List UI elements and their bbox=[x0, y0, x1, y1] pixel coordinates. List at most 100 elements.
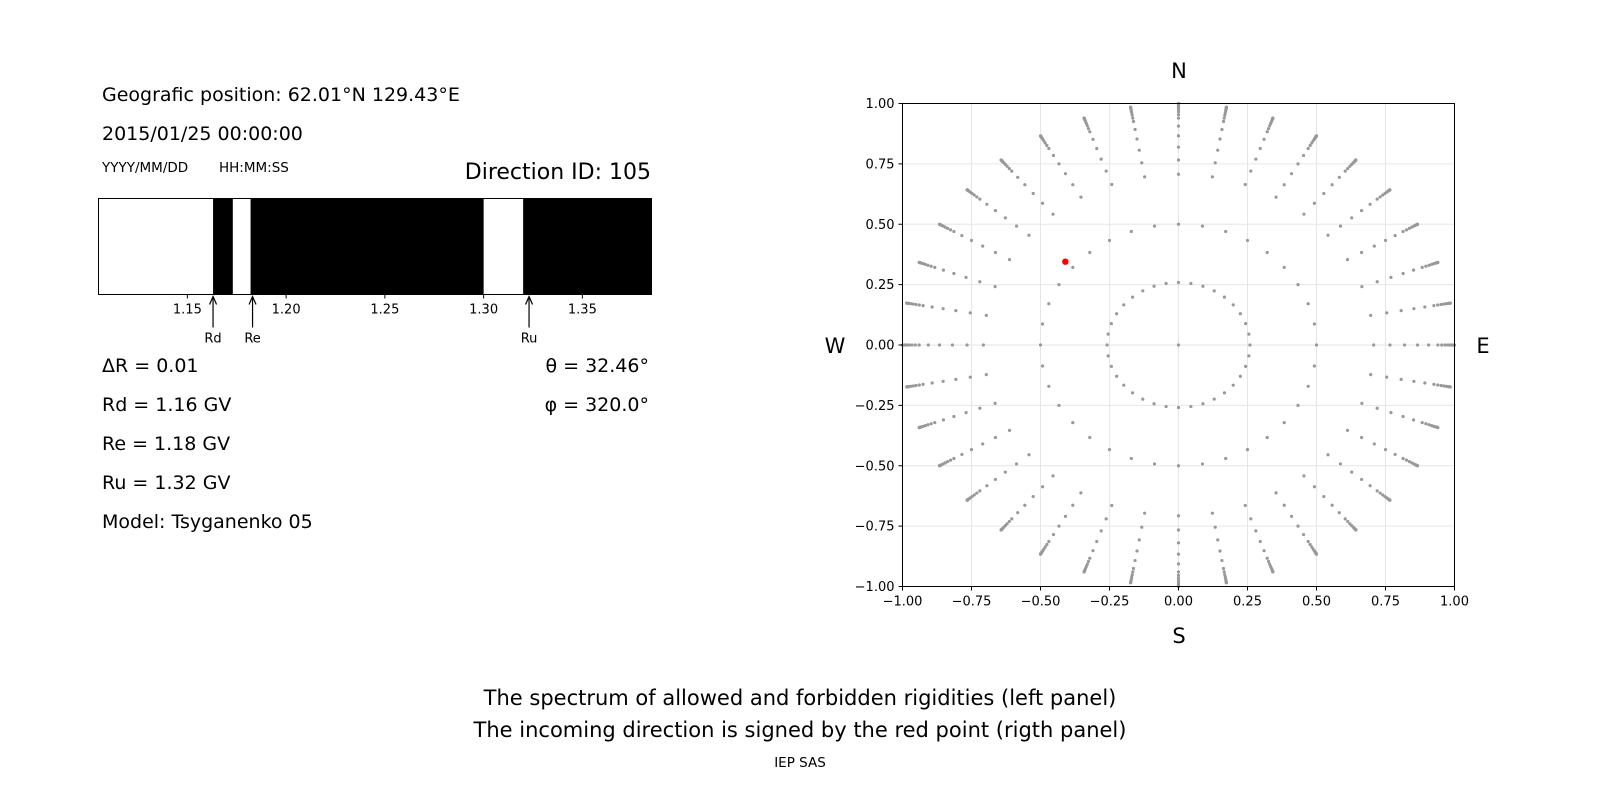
direction-grid-point bbox=[1079, 195, 1083, 199]
direction-grid-point bbox=[1016, 175, 1020, 179]
direction-grid-point bbox=[1360, 435, 1364, 440]
direction-grid-point bbox=[1130, 573, 1134, 577]
direction-grid-point bbox=[1057, 524, 1061, 528]
direction-grid-point bbox=[1106, 354, 1110, 358]
direction-grid-point bbox=[1412, 379, 1416, 383]
direction-grid-point bbox=[984, 373, 988, 377]
direction-grid-point bbox=[1381, 193, 1385, 197]
direction-grid-point bbox=[1354, 158, 1358, 162]
direction-grid-point bbox=[1130, 391, 1135, 395]
direction-grid-point bbox=[929, 422, 933, 426]
spectrum-tick-label: 1.30 bbox=[469, 303, 498, 318]
direction-grid-point bbox=[1131, 116, 1135, 120]
direction-grid-point bbox=[999, 528, 1003, 532]
direction-grid-point bbox=[1354, 528, 1358, 532]
direction-grid-point bbox=[1296, 162, 1300, 166]
direction-grid-point bbox=[1176, 562, 1181, 566]
direction-grid-point bbox=[1306, 146, 1310, 151]
direction-grid-point bbox=[1439, 302, 1443, 307]
direction-grid-point bbox=[1135, 137, 1139, 141]
direction-grid-point bbox=[1326, 233, 1330, 237]
direction-grid-point bbox=[1047, 146, 1051, 151]
direction-grid-point bbox=[1302, 212, 1306, 216]
direction-grid-point bbox=[946, 460, 950, 464]
direction-grid-point bbox=[1322, 191, 1326, 196]
direction-grid-point bbox=[1446, 343, 1450, 347]
direction-grid-point bbox=[1243, 182, 1247, 187]
direction-grid-point bbox=[1306, 539, 1310, 544]
direction-grid-point bbox=[1152, 284, 1156, 288]
x-tick-label: 0.75 bbox=[1371, 595, 1400, 610]
direction-grid-point bbox=[969, 238, 974, 243]
direction-grid-point bbox=[1027, 453, 1031, 457]
direction-grid-point bbox=[993, 250, 997, 255]
direction-grid-point bbox=[1436, 383, 1440, 387]
marker-arrow-head bbox=[248, 295, 257, 305]
direction-grid-point bbox=[1388, 498, 1392, 502]
direction-grid-point bbox=[1216, 148, 1220, 152]
direction-grid-point bbox=[921, 303, 925, 308]
direction-grid-point bbox=[1388, 188, 1392, 192]
direction-grid-point bbox=[1415, 343, 1420, 347]
direction-grid-point bbox=[905, 385, 909, 389]
direction-grid-point bbox=[1436, 425, 1440, 430]
direction-grid-point bbox=[993, 477, 997, 482]
direction-grid-point bbox=[1231, 383, 1235, 387]
geographic-position: Geografic position: 62.01°N 129.43°E bbox=[102, 84, 460, 106]
direction-grid-point bbox=[1176, 464, 1181, 468]
direction-grid-point bbox=[1306, 302, 1310, 306]
direction-grid-point bbox=[1222, 295, 1227, 299]
direction-grid-point bbox=[1271, 570, 1275, 574]
direction-grid-point bbox=[1051, 532, 1056, 537]
direction-grid-point bbox=[1082, 570, 1086, 574]
direction-grid-point bbox=[1436, 343, 1440, 347]
direction-grid-point bbox=[1372, 244, 1376, 248]
y-tick-label: 0.75 bbox=[866, 157, 895, 172]
direction-grid-point bbox=[1443, 343, 1447, 347]
direction-grid-point bbox=[1375, 197, 1379, 201]
direction-grid-point bbox=[981, 442, 985, 446]
direction-grid-point bbox=[1176, 514, 1181, 518]
direction-grid-point bbox=[1360, 208, 1364, 213]
direction-grid-point bbox=[1385, 375, 1389, 379]
direction-grid-point bbox=[1245, 447, 1250, 452]
compass-west: W bbox=[825, 334, 846, 358]
direction-grid-point bbox=[1238, 374, 1242, 378]
direction-grid-point bbox=[1122, 303, 1126, 307]
y-tick-label: −0.25 bbox=[855, 399, 895, 414]
direction-grid-point bbox=[952, 229, 956, 234]
direction-grid-point bbox=[921, 382, 925, 387]
direction-grid-point bbox=[1314, 552, 1319, 556]
direction-grid-point bbox=[1210, 511, 1214, 515]
forbidden-band bbox=[250, 198, 484, 295]
direction-grid-point bbox=[1402, 343, 1407, 347]
direction-grid-point bbox=[1210, 175, 1214, 179]
direction-grid-point bbox=[1095, 146, 1099, 151]
direction-grid-point bbox=[965, 343, 969, 347]
direction-grid-point bbox=[1071, 265, 1075, 269]
direction-grid-point bbox=[1427, 263, 1431, 267]
direction-grid-point bbox=[1057, 283, 1061, 287]
direction-grid-point bbox=[985, 202, 989, 206]
direction-grid-point bbox=[1222, 570, 1226, 574]
direction-grid-point bbox=[1129, 229, 1133, 234]
direction-grid-point bbox=[1389, 411, 1393, 415]
direction-grid-point bbox=[1141, 397, 1145, 401]
direction-grid-point bbox=[1289, 514, 1294, 518]
direction-grid-point bbox=[1262, 549, 1266, 553]
spectrum-ticks: 1.15 1.20 1.25 1.30 1.35 bbox=[173, 294, 597, 318]
direction-grid-point bbox=[941, 379, 945, 383]
direction-grid-point bbox=[1221, 566, 1226, 571]
x-tick-label: 1.00 bbox=[1440, 595, 1469, 610]
direction-grid-point bbox=[1412, 307, 1416, 311]
direction-grid-point bbox=[1045, 542, 1049, 547]
direction-grid-point bbox=[1312, 485, 1317, 489]
direction-grid-point bbox=[1218, 549, 1222, 553]
direction-grid-point bbox=[1133, 558, 1137, 563]
direction-grid-point bbox=[1176, 172, 1181, 176]
direction-grid-point bbox=[941, 268, 946, 272]
direction-grid-point bbox=[1265, 250, 1269, 255]
direction-grid-point bbox=[1176, 570, 1181, 574]
direction-grid-point bbox=[1221, 119, 1226, 124]
direction-grid-point bbox=[993, 435, 997, 440]
